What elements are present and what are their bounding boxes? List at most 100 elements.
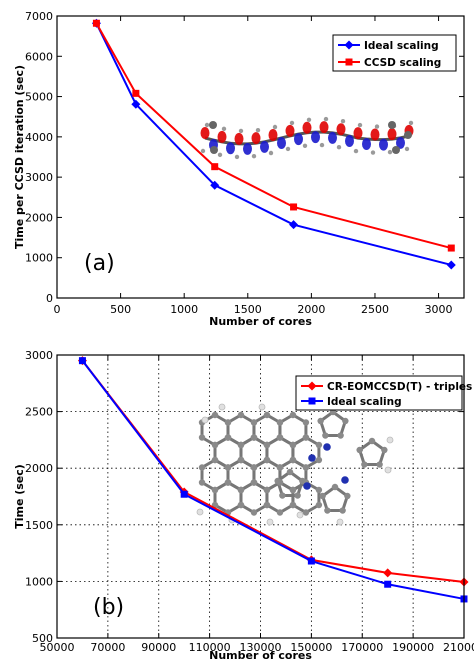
- carbon-atom: [198, 434, 206, 441]
- atom: [302, 143, 308, 148]
- carbon-atom: [294, 492, 301, 499]
- hydrogen-atom: [296, 511, 304, 519]
- carbon-atom: [368, 437, 376, 445]
- atom: [370, 150, 376, 155]
- carbon-atom: [250, 419, 258, 426]
- series-ccsd-scaling: [92, 19, 455, 252]
- data-point: [211, 163, 219, 171]
- carbon-atom: [324, 507, 331, 514]
- legend-swatch-marker: [345, 58, 353, 66]
- y-tick-label: 2000: [25, 462, 53, 475]
- y-tick-label: 2000: [25, 211, 53, 224]
- data-point: [92, 19, 100, 27]
- orbital-lobe-positive: [319, 121, 329, 134]
- atom: [408, 120, 414, 126]
- data-point: [132, 89, 140, 97]
- atom: [209, 121, 217, 129]
- carbon-atom: [263, 456, 271, 464]
- carbon-atom: [279, 492, 286, 499]
- y-tick-label: 7000: [25, 10, 53, 23]
- grid: [57, 355, 464, 638]
- data-point: [289, 220, 299, 230]
- orbital-lobe-positive: [234, 132, 244, 145]
- carbon-atom: [198, 464, 206, 471]
- carbon-atom: [211, 441, 219, 449]
- x-tick-label: 2000: [297, 303, 325, 316]
- carbon-atom: [361, 461, 368, 468]
- orbital-lobe-negative: [396, 136, 405, 149]
- carbon-atom: [263, 501, 271, 509]
- atom: [272, 124, 278, 130]
- atom: [353, 148, 359, 154]
- x-axis-label: Number of cores: [209, 315, 312, 328]
- atom: [319, 142, 325, 148]
- plot-frame: [56, 15, 465, 299]
- carbon-atom: [276, 434, 284, 441]
- atom: [357, 122, 363, 128]
- x-axis-label: Number of cores: [209, 649, 312, 662]
- carbon-atom: [302, 464, 310, 471]
- carbon-atom: [237, 411, 245, 419]
- carbon-atom: [237, 456, 245, 464]
- atom: [306, 117, 312, 122]
- legend-entry: CR-EOMCCSD(T) - triples part: [327, 381, 474, 393]
- nitrogen-atom: [303, 482, 311, 490]
- hydrogen-atom: [384, 466, 392, 474]
- x-tick-label: 90000: [141, 641, 176, 654]
- hydrogen-atom: [258, 403, 266, 411]
- y-tick-label: 1000: [25, 575, 53, 588]
- carbon-atom: [299, 477, 306, 485]
- atom: [387, 149, 393, 155]
- carbon-atom: [276, 464, 284, 471]
- y-tick-label: 1000: [25, 252, 53, 265]
- x-tick-label: 150000: [290, 641, 332, 654]
- y-tick-label: 4000: [25, 131, 53, 144]
- atom: [221, 126, 227, 132]
- y-tick-label: 6000: [25, 50, 53, 63]
- plot-frame: [56, 354, 465, 639]
- data-point: [447, 244, 455, 252]
- orbital-lobe-positive: [268, 129, 278, 142]
- carbon-atom: [263, 411, 271, 419]
- atom: [374, 124, 380, 129]
- carbon-atom: [344, 492, 351, 500]
- data-point: [180, 490, 188, 498]
- hydrogen-atom: [201, 416, 209, 424]
- x-tick-label: 190000: [392, 641, 434, 654]
- orbital-lobe-positive: [353, 127, 363, 140]
- atom: [323, 116, 329, 122]
- carbon-atom: [237, 501, 245, 509]
- x-tick-label: 2500: [361, 303, 389, 316]
- data-point: [78, 357, 86, 365]
- orbital-lobe-positive: [336, 123, 346, 136]
- orbital-lobe-negative: [243, 142, 252, 155]
- data-point: [307, 557, 315, 565]
- data-point: [131, 99, 141, 109]
- x-tick-label: 1000: [170, 303, 198, 316]
- carbon-atom: [289, 486, 297, 494]
- carbon-atom: [315, 501, 323, 509]
- carbon-atom: [356, 446, 363, 454]
- carbon-atom: [224, 479, 232, 486]
- carbon-atom: [263, 441, 271, 449]
- y-tick-label: 1500: [25, 519, 53, 532]
- data-point: [446, 260, 456, 270]
- x-tick-label: 0: [54, 303, 61, 316]
- nitrogen-atom: [341, 476, 349, 484]
- carbon-atom: [319, 492, 326, 500]
- legend-box: [332, 34, 457, 72]
- legend-swatch-marker: [344, 40, 354, 50]
- legend-entry: CCSD scaling: [364, 57, 441, 69]
- carbon-atom: [224, 434, 232, 441]
- orbital-lobe-positive: [387, 128, 397, 141]
- y-tick-label: 5000: [25, 91, 53, 104]
- carbon-atom: [317, 417, 324, 425]
- x-tick-label: 1500: [234, 303, 262, 316]
- y-tick-label: 3000: [25, 349, 53, 362]
- orbital-lobe-positive: [251, 132, 261, 145]
- atom: [289, 120, 295, 126]
- carbon-atom: [276, 509, 284, 516]
- carbon-atom: [250, 464, 258, 471]
- atom: [217, 152, 223, 158]
- atom: [268, 150, 274, 156]
